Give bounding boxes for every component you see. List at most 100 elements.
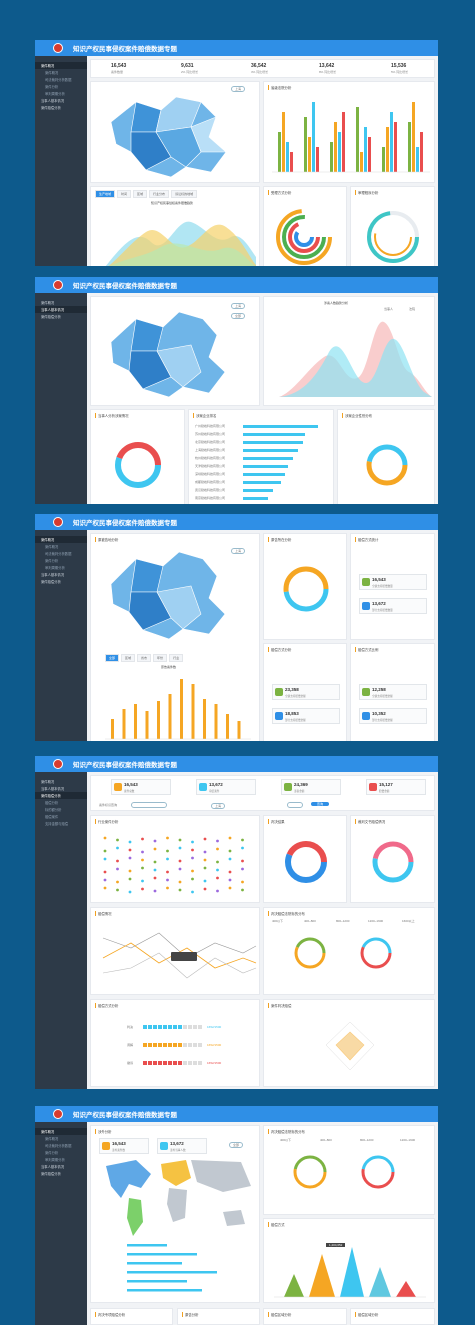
- data-point: [203, 837, 207, 841]
- sidebar-item[interactable]: 审判周期分析: [45, 566, 65, 570]
- progress-segment: [183, 1061, 187, 1065]
- progress-segment: [153, 1061, 157, 1065]
- main-content: 16,543 案件总数 13,672 审结案件 24,369 涉案金额 15,127 赔…: [87, 772, 438, 1089]
- tab-time[interactable]: 时间: [117, 190, 132, 198]
- sidebar-item[interactable]: 赔偿分析: [45, 801, 59, 805]
- sidebar-item[interactable]: 案件赔偿分析: [41, 580, 61, 584]
- tab-industry[interactable]: 行业分布: [149, 190, 170, 198]
- kpi-value: 13,672: [372, 601, 386, 606]
- date-picker[interactable]: [287, 802, 303, 808]
- data-point: [241, 846, 244, 850]
- sidebar-item[interactable]: 案件赔偿分析: [41, 315, 61, 319]
- sidebar-item[interactable]: 案件赔偿分析: [35, 792, 87, 799]
- sidebar-item[interactable]: 当事人基本情况: [41, 787, 65, 791]
- progress-segment: [158, 1043, 162, 1047]
- sidebar-item[interactable]: 案件概况: [41, 780, 55, 784]
- data-point: [228, 886, 232, 890]
- stat-label: 5% 同比增长: [391, 70, 409, 74]
- bar: [180, 679, 183, 739]
- time-filter[interactable]: 全部: [231, 313, 246, 319]
- district-map[interactable]: [91, 82, 261, 184]
- bar: [416, 147, 419, 172]
- sidebar-item[interactable]: 案件赔偿分析: [41, 1172, 61, 1176]
- kpi-tile: 16,543 涉外案件数: [99, 1138, 149, 1154]
- rank-bar: [243, 497, 268, 500]
- stat-label: 2% 同比增长: [181, 70, 199, 74]
- sidebar-item[interactable]: 案件概况: [41, 301, 55, 305]
- data-point: [241, 859, 244, 863]
- bar: [316, 147, 319, 172]
- sidebar-item[interactable]: 支持金额与赔偿: [45, 822, 69, 826]
- progress-segment: [173, 1061, 177, 1065]
- search-input[interactable]: [131, 802, 167, 808]
- range-label: 800~1200: [336, 919, 350, 923]
- region-filter[interactable]: 上海: [231, 86, 246, 92]
- tab-region[interactable]: 生产地域: [95, 190, 116, 198]
- data-point: [141, 866, 144, 870]
- search-button[interactable]: 查询: [311, 802, 330, 806]
- district-map[interactable]: [91, 297, 261, 407]
- sidebar: 案件概况 案件概况 司法裁判分析数据 案件分析 审判周期分析 当事人基本情况 案件赔偿分析: [35, 530, 87, 741]
- sidebar-item[interactable]: 标的额分析: [45, 808, 62, 812]
- case-icon: [114, 783, 122, 791]
- data-point: [116, 867, 119, 871]
- sidebar-item[interactable]: 案件分析: [45, 1151, 59, 1155]
- sidebar-item[interactable]: 审判周期分析: [45, 92, 65, 96]
- progress-segment: [143, 1061, 147, 1065]
- scope-filter[interactable]: 全部: [229, 1142, 244, 1148]
- region-filter[interactable]: 上海: [231, 303, 246, 309]
- sidebar-item[interactable]: 司法裁判分析数据: [45, 552, 72, 556]
- sidebar-item[interactable]: 审判周期分析: [45, 1158, 65, 1162]
- progress-segment: [198, 1025, 202, 1029]
- stat-label: 8% 同比增长: [319, 70, 337, 74]
- sidebar-item[interactable]: 当事人基本情况: [41, 99, 65, 103]
- tab-industry[interactable]: 行业: [169, 654, 184, 662]
- sidebar-item[interactable]: 司法裁判分析数据: [45, 1144, 72, 1148]
- stat-value: 36,542: [251, 63, 267, 69]
- sidebar-item[interactable]: 案件概况: [45, 71, 59, 75]
- sidebar-item[interactable]: 案件概况: [35, 1128, 87, 1135]
- chart-icon: [362, 688, 370, 696]
- sidebar-item[interactable]: 案件分析: [45, 559, 59, 563]
- distribution-card: 判决赔偿法院标的分布 400以下 400~800 800~1200 1200~1…: [263, 907, 435, 995]
- sidebar-item[interactable]: 案件分析: [45, 85, 59, 89]
- world-map[interactable]: [91, 1126, 261, 1304]
- donut-chart: [283, 566, 329, 612]
- sidebar-item[interactable]: 案件概况: [35, 62, 87, 69]
- data-point: [178, 859, 182, 863]
- card-title: 判决赔偿法院标的分布: [268, 1129, 305, 1134]
- sidebar-item[interactable]: 案件概况: [35, 536, 87, 543]
- tab-year[interactable]: 年份: [153, 654, 168, 662]
- progress-value: 1652/1500: [207, 1043, 222, 1047]
- tab-all[interactable]: 全部: [105, 654, 120, 662]
- data-point: [216, 839, 219, 843]
- rank-label: 天津勤峰科技有限公司: [195, 464, 226, 468]
- progress-segment: [193, 1061, 197, 1065]
- data-point: [153, 839, 157, 843]
- sidebar-item[interactable]: 案件赔偿分析: [41, 106, 61, 110]
- region-filter[interactable]: 上海: [231, 548, 246, 554]
- sidebar-item[interactable]: 司法裁判分析数据: [45, 78, 72, 82]
- tab-target[interactable]: 诉讼标的地域: [171, 190, 198, 198]
- stat-value: 13,642: [319, 63, 335, 69]
- tab-area[interactable]: 区域: [121, 654, 136, 662]
- rank-label: 深圳勤峰科技有限公司: [195, 472, 226, 476]
- tab-province[interactable]: 省市: [137, 654, 152, 662]
- dashboard-panel-1: 知识产权民事侵权案件赔偿数据专题 案件概况 案件概况 司法裁判分析数据 案件分析 审判周…: [35, 40, 438, 266]
- data-point: [241, 888, 244, 892]
- stats-bar: 16,543 案件总数 13,672 审结案件 24,369 涉案金额 15,127 赔…: [90, 775, 435, 811]
- bar: [338, 132, 341, 172]
- sidebar-item[interactable]: 案件概况: [45, 545, 59, 549]
- district-map[interactable]: [91, 534, 261, 654]
- sidebar-item[interactable]: 赔偿案件: [45, 815, 59, 819]
- sidebar-item[interactable]: 当事人基本情况: [41, 1165, 65, 1169]
- tab-area[interactable]: 区域: [133, 190, 148, 198]
- rank-bar: [243, 489, 273, 492]
- sidebar-item[interactable]: 当事人基本情况: [35, 306, 87, 313]
- progress-segment: [173, 1043, 177, 1047]
- sidebar-item[interactable]: 当事人基本情况: [41, 573, 65, 577]
- region-filter[interactable]: 上海: [211, 803, 226, 809]
- sidebar-item[interactable]: 案件概况: [45, 1137, 59, 1141]
- court-logo-icon: [53, 43, 63, 53]
- kpi-tile: 10,352 部分支持赔偿金额: [359, 708, 427, 724]
